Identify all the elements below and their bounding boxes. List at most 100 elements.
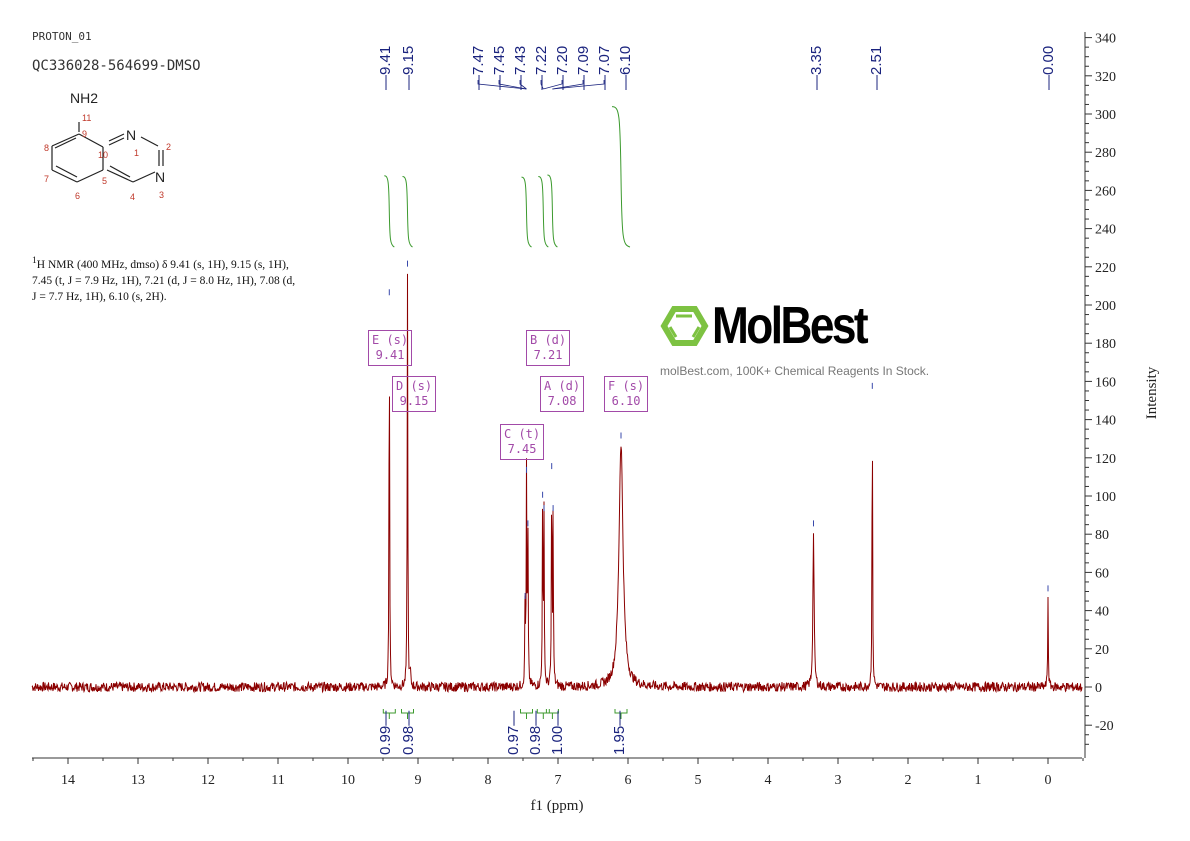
atom-number: 3 (159, 190, 164, 200)
y-tick-label: 260 (1095, 184, 1116, 199)
atom-number: 5 (102, 176, 107, 186)
x-tick-label: 9 (415, 773, 422, 788)
x-tick-label: 8 (485, 773, 492, 788)
peak-label: —7.20 (554, 46, 571, 90)
amine-label: NH2 (70, 90, 98, 106)
desc-line-1: H NMR (400 MHz, dmso) δ 9.41 (s, 1H), 9.… (36, 258, 289, 271)
multiplet-box-f[interactable]: F (s) 6.10 (604, 376, 649, 412)
atom-number: 6 (75, 191, 80, 201)
integral-value: 0.99— (377, 711, 394, 755)
experiment-name: PROTON_01 (32, 30, 92, 43)
x-tick-label: 4 (765, 773, 772, 788)
y-tick-label: 140 (1095, 414, 1116, 429)
y-tick-label: 20 (1095, 643, 1109, 658)
y-tick-label: 100 (1095, 490, 1116, 505)
multiplet-box-e[interactable]: E (s) 9.41 (368, 330, 413, 366)
box-label: A (d) (544, 379, 581, 393)
nitrogen-1: N (126, 127, 136, 143)
peak-label: —7.45 (491, 46, 508, 90)
x-tick-label: 3 (835, 773, 842, 788)
x-tick-label: 0 (1045, 773, 1052, 788)
box-value: 7.21 (533, 348, 563, 362)
atom-number: 1 (134, 148, 139, 158)
integral-bracket (545, 709, 559, 719)
y-tick-label: 340 (1095, 32, 1116, 47)
multiplet-box-d[interactable]: D (s) 9.15 (392, 376, 437, 412)
x-tick-label: 1 (975, 773, 982, 788)
structure-atoms: NH2 N N (70, 90, 165, 185)
integral-bracket (382, 709, 396, 719)
x-tick-label: 10 (341, 773, 355, 788)
box-label: F (s) (608, 379, 645, 393)
x-tick-label: 13 (131, 773, 145, 788)
atom-number: 4 (130, 192, 135, 202)
y-tick-label: 60 (1095, 566, 1109, 581)
atom-number: 7 (44, 174, 49, 184)
integral-bracket (614, 709, 628, 719)
peak-label: —9.15 (400, 46, 417, 90)
peak-label: —7.09 (575, 46, 592, 90)
atom-number: 2 (166, 142, 171, 152)
y-tick-label: 200 (1095, 299, 1116, 314)
multiplet-box-c[interactable]: C (t) 7.45 (500, 424, 545, 460)
peak-label: —7.22 (533, 46, 550, 90)
atom-number: 10 (98, 150, 108, 160)
multiplet-box-b[interactable]: B (d) 7.21 (526, 330, 571, 366)
box-value: 9.15 (399, 394, 429, 408)
y-tick-label: 160 (1095, 375, 1116, 390)
integral-curve (611, 106, 631, 248)
sample-name: QC336028-564699-DMSO (32, 58, 201, 74)
x-tick-label: 12 (201, 773, 215, 788)
integral-bracket (536, 709, 550, 719)
atom-number: 9 (82, 129, 87, 139)
integral-value: 0.98— (400, 711, 417, 755)
molbest-logo-icon (660, 306, 709, 346)
peak-label: —7.47 (470, 46, 487, 90)
x-tick-label: 14 (61, 773, 75, 788)
peak-label-connector (552, 80, 605, 90)
y-tick-label: 120 (1095, 452, 1116, 467)
peak-label-connector (540, 80, 544, 90)
integral-curve (402, 175, 413, 248)
integral-curve (538, 175, 549, 248)
x-tick-label: 6 (625, 773, 632, 788)
y-axis-label: Intensity (1144, 366, 1160, 419)
integral-value: 0.97— (505, 711, 522, 755)
integral-value: 0.98— (527, 711, 544, 755)
integral-value: 1.00— (549, 711, 566, 755)
peak-label-connector (552, 80, 584, 90)
peak-label: —9.41 (377, 46, 394, 90)
y-tick-label: 80 (1095, 528, 1109, 543)
integral-bracket (401, 709, 414, 719)
y-tick-label: -20 (1095, 719, 1114, 734)
peak-label: —2.51 (868, 46, 885, 90)
nitrogen-3: N (155, 169, 165, 185)
y-axis (1084, 32, 1092, 758)
integral-bracket (520, 709, 533, 719)
y-tick-label: 240 (1095, 223, 1116, 238)
superscript: 1 (32, 255, 37, 266)
y-tick-label: 0 (1095, 681, 1102, 696)
peak-label: —7.43 (512, 46, 529, 90)
box-value: 7.08 (547, 394, 577, 408)
y-tick-label: 40 (1095, 605, 1109, 620)
y-tick-label: 320 (1095, 70, 1116, 85)
desc-line-3: J = 7.7 Hz, 1H), 6.10 (s, 2H). (32, 290, 167, 303)
x-tick-label: 2 (905, 773, 912, 788)
x-axis (32, 757, 1084, 764)
desc-line-2: 7.45 (t, J = 7.9 Hz, 1H), 7.21 (d, J = 8… (32, 274, 296, 287)
x-tick-label: 11 (271, 773, 284, 788)
watermark-tagline: molBest.com, 100K+ Chemical Reagents In … (660, 364, 930, 378)
chemical-structure (51, 122, 164, 183)
y-tick-label: 180 (1095, 337, 1116, 352)
peak-label: —3.35 (808, 46, 825, 90)
box-value: 6.10 (611, 394, 641, 408)
box-label: E (s) (372, 333, 409, 347)
multiplet-box-a[interactable]: A (d) 7.08 (540, 376, 585, 412)
peak-label-connector (519, 80, 527, 90)
integral-curve (547, 174, 558, 248)
peak-label-connector (543, 80, 563, 90)
peak-label: —7.07 (596, 46, 613, 90)
peak-label: —6.10 (617, 46, 634, 90)
